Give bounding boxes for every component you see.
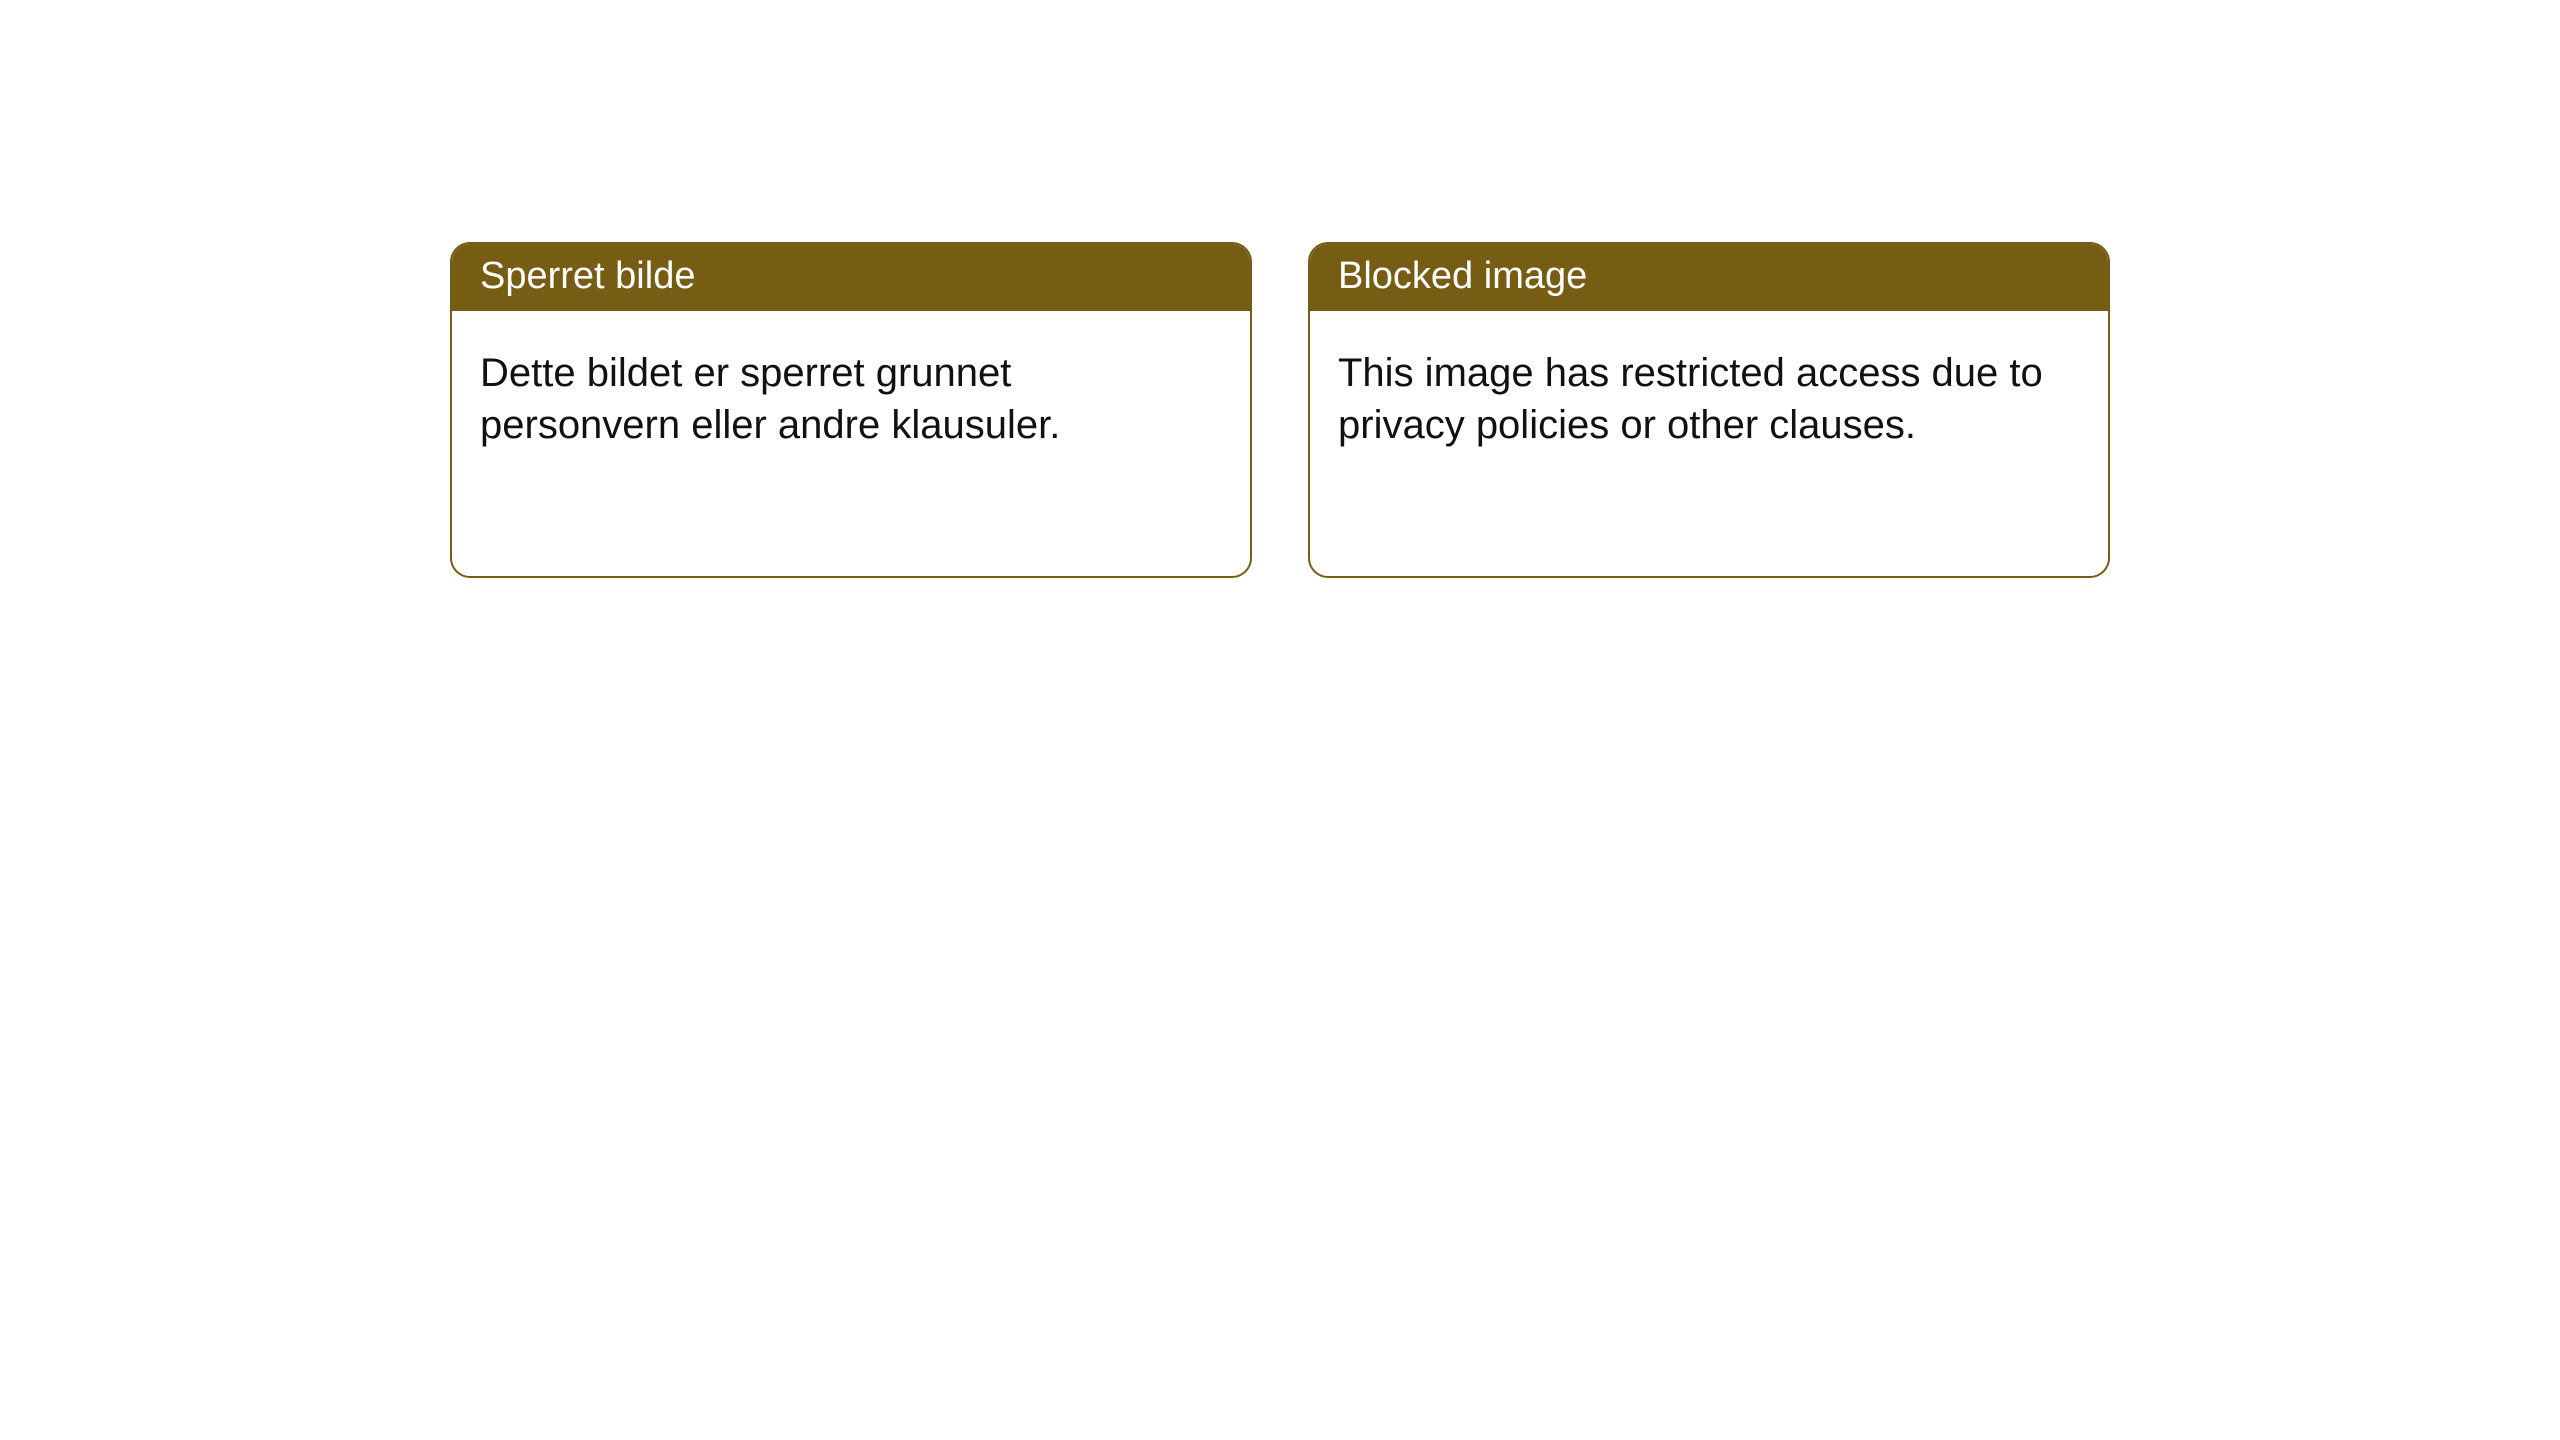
- panel-body: Dette bildet er sperret grunnet personve…: [452, 311, 1250, 479]
- notice-container: Sperret bilde Dette bildet er sperret gr…: [0, 0, 2560, 578]
- panel-header: Sperret bilde: [452, 244, 1250, 311]
- notice-panel-english: Blocked image This image has restricted …: [1308, 242, 2110, 578]
- notice-panel-norwegian: Sperret bilde Dette bildet er sperret gr…: [450, 242, 1252, 578]
- panel-header: Blocked image: [1310, 244, 2108, 311]
- panel-body: This image has restricted access due to …: [1310, 311, 2108, 479]
